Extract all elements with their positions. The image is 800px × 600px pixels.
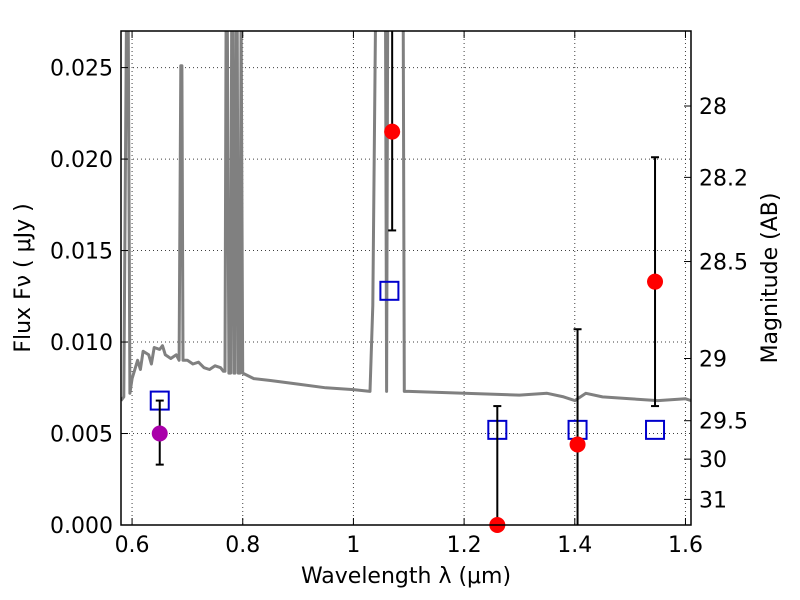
plot-frame — [120, 30, 692, 526]
y2-tick-label: 28.2 — [699, 166, 748, 191]
y-tick-label: 0.005 — [50, 423, 113, 448]
model-photometry-square — [379, 280, 400, 301]
grid-lines — [121, 31, 691, 525]
y-tick-label: 0.000 — [50, 514, 113, 539]
y2-tick-label: 30 — [699, 448, 727, 473]
observed-photometry-point — [151, 425, 168, 442]
x-axis-label: Wavelength λ (μm) — [301, 564, 511, 589]
observed-photometry-point — [647, 273, 664, 290]
model-photometry-square — [645, 419, 666, 440]
observed-photometry-point — [569, 436, 586, 453]
y-tick-label: 0.025 — [50, 57, 113, 82]
y2-tick-label: 29 — [699, 348, 727, 373]
x-tick-label: 0.6 — [115, 533, 150, 558]
spectrum-layer — [121, 31, 691, 403]
x-tick-label: 1.4 — [557, 533, 592, 558]
y2-axis-label: Magnitude (AB) — [758, 193, 783, 364]
y2-tick-label: 29.5 — [699, 410, 748, 435]
y2-tick-label: 28.5 — [699, 251, 748, 276]
x-tick-label: 0.8 — [225, 533, 260, 558]
tick-layer: 0.6 0.8 1 1.2 1.4 1.6 0.000 0.005 0.010 0.015 0.02… — [50, 31, 748, 558]
x-tick-label: 1.2 — [447, 533, 482, 558]
y-axis-label: Flux Fν ( μJy ) — [11, 203, 36, 352]
y2-tick-label: 31 — [699, 488, 727, 513]
observed-photometry-point — [384, 123, 401, 140]
y2-tick-label: 28 — [699, 95, 727, 120]
x-tick-label: 1.6 — [668, 533, 703, 558]
y-tick-label: 0.015 — [50, 240, 113, 265]
y-tick-label: 0.020 — [50, 148, 113, 173]
x-tick-label: 1 — [346, 533, 360, 558]
y-tick-label: 0.010 — [50, 331, 113, 356]
model-spectrum-line — [121, 31, 691, 403]
marker-layer — [149, 31, 666, 533]
